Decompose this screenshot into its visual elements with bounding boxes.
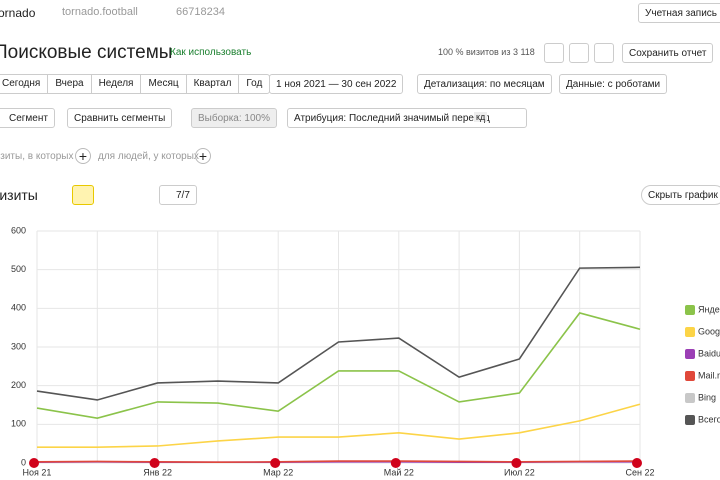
robots-btn[interactable]: Данные: с роботами <box>559 74 668 94</box>
annotation-marker <box>632 458 642 468</box>
x-tick-label: Янв 22 <box>143 467 172 477</box>
filter-people: для людей, у которых <box>98 151 199 162</box>
attribution-btn[interactable]: Атрибуция: Последний значимый переход <box>287 108 527 128</box>
counter[interactable]: Tornado <box>0 6 36 20</box>
hide-chart[interactable]: Скрыть график <box>641 185 720 205</box>
help-link[interactable]: Как использовать <box>170 47 252 58</box>
history-btn[interactable] <box>544 43 564 63</box>
y-tick-label: 100 <box>11 419 26 429</box>
y-tick-label: 600 <box>11 225 26 235</box>
y-tick-label: 400 <box>11 303 26 313</box>
legend-label: Bing <box>698 392 716 402</box>
sample-btn[interactable]: Выборка: 100% <box>191 108 277 128</box>
metric-title: Визиты <box>0 187 38 203</box>
legend-checkbox <box>685 327 695 337</box>
x-tick-label: Мар 22 <box>263 467 293 477</box>
legend-checkbox <box>685 305 695 315</box>
add-filter[interactable]: + <box>195 148 211 164</box>
legend-label: Baidu <box>698 348 720 358</box>
x-tick-label: Июл 22 <box>504 467 535 477</box>
legend-label: Mail.ru <box>698 370 720 380</box>
x-tick-label: Сен 22 <box>626 467 655 477</box>
legend-label: Яндекс <box>698 304 720 314</box>
series-line <box>37 403 641 448</box>
legend-label: Всего <box>698 414 720 424</box>
annotation-marker <box>149 458 160 468</box>
series-line <box>36 460 641 464</box>
sample-info: 100 % визитов из 3 118 <box>438 47 535 57</box>
detail-btn[interactable]: Детализация: по месяцам <box>417 74 552 94</box>
series-line <box>36 312 641 419</box>
y-tick-label: 200 <box>11 380 26 390</box>
annotation-marker <box>270 458 281 468</box>
y-tick-label: 300 <box>11 341 26 351</box>
segment-btn[interactable]: Сегмент <box>0 108 55 128</box>
period-group: Сегодня Вчера Неделя Месяц Квартал Год <box>0 74 271 94</box>
chart: 0 100 200 300 400 500 600 Ноя 21 Янв 22 Мар 22 Май… <box>11 225 720 477</box>
period-btn[interactable]: Сегодня <box>0 75 49 93</box>
annotation-marker <box>390 458 401 468</box>
filter-visits: Визиты, в которых <box>0 151 74 162</box>
period-btn[interactable]: Вчера <box>48 75 92 93</box>
counter-id: 66718234 <box>176 6 225 18</box>
annotation-marker <box>511 458 522 468</box>
period-btn[interactable]: Неделя <box>92 75 142 93</box>
legend-checkbox <box>685 393 695 403</box>
y-tick-label: 0 <box>21 457 26 467</box>
annotation-marker <box>29 458 39 468</box>
period-btn[interactable]: Квартал <box>187 75 240 93</box>
export-btn[interactable] <box>569 43 589 63</box>
compare-btn[interactable]: Сравнить сегменты <box>67 108 173 128</box>
series-line <box>36 266 641 401</box>
period-btn[interactable]: Месяц <box>141 75 187 93</box>
legend-checkbox <box>685 415 695 425</box>
period-btn[interactable]: Год <box>246 78 263 89</box>
page-title: Поисковые системы <box>0 42 173 63</box>
attribution-tag: кд <box>474 112 488 122</box>
series-count[interactable]: 7/7 <box>159 185 197 205</box>
date-range[interactable]: 1 ноя 2021 — 30 сен 2022 <box>269 74 404 94</box>
add-filter[interactable]: + <box>75 148 91 164</box>
legend-checkbox <box>685 349 695 359</box>
legend-checkbox <box>685 371 695 381</box>
y-tick-label: 500 <box>11 264 26 274</box>
line-chart-btn[interactable] <box>72 185 94 205</box>
legend-label: Google <box>698 326 720 336</box>
settings-btn[interactable] <box>594 43 614 63</box>
account[interactable]: Учетная запись <box>638 3 720 23</box>
save-btn[interactable]: Сохранить отчет <box>622 43 714 63</box>
site: tornado.football <box>62 6 138 18</box>
x-tick-label: Май 22 <box>384 467 414 477</box>
x-tick-label: Ноя 21 <box>23 467 52 477</box>
